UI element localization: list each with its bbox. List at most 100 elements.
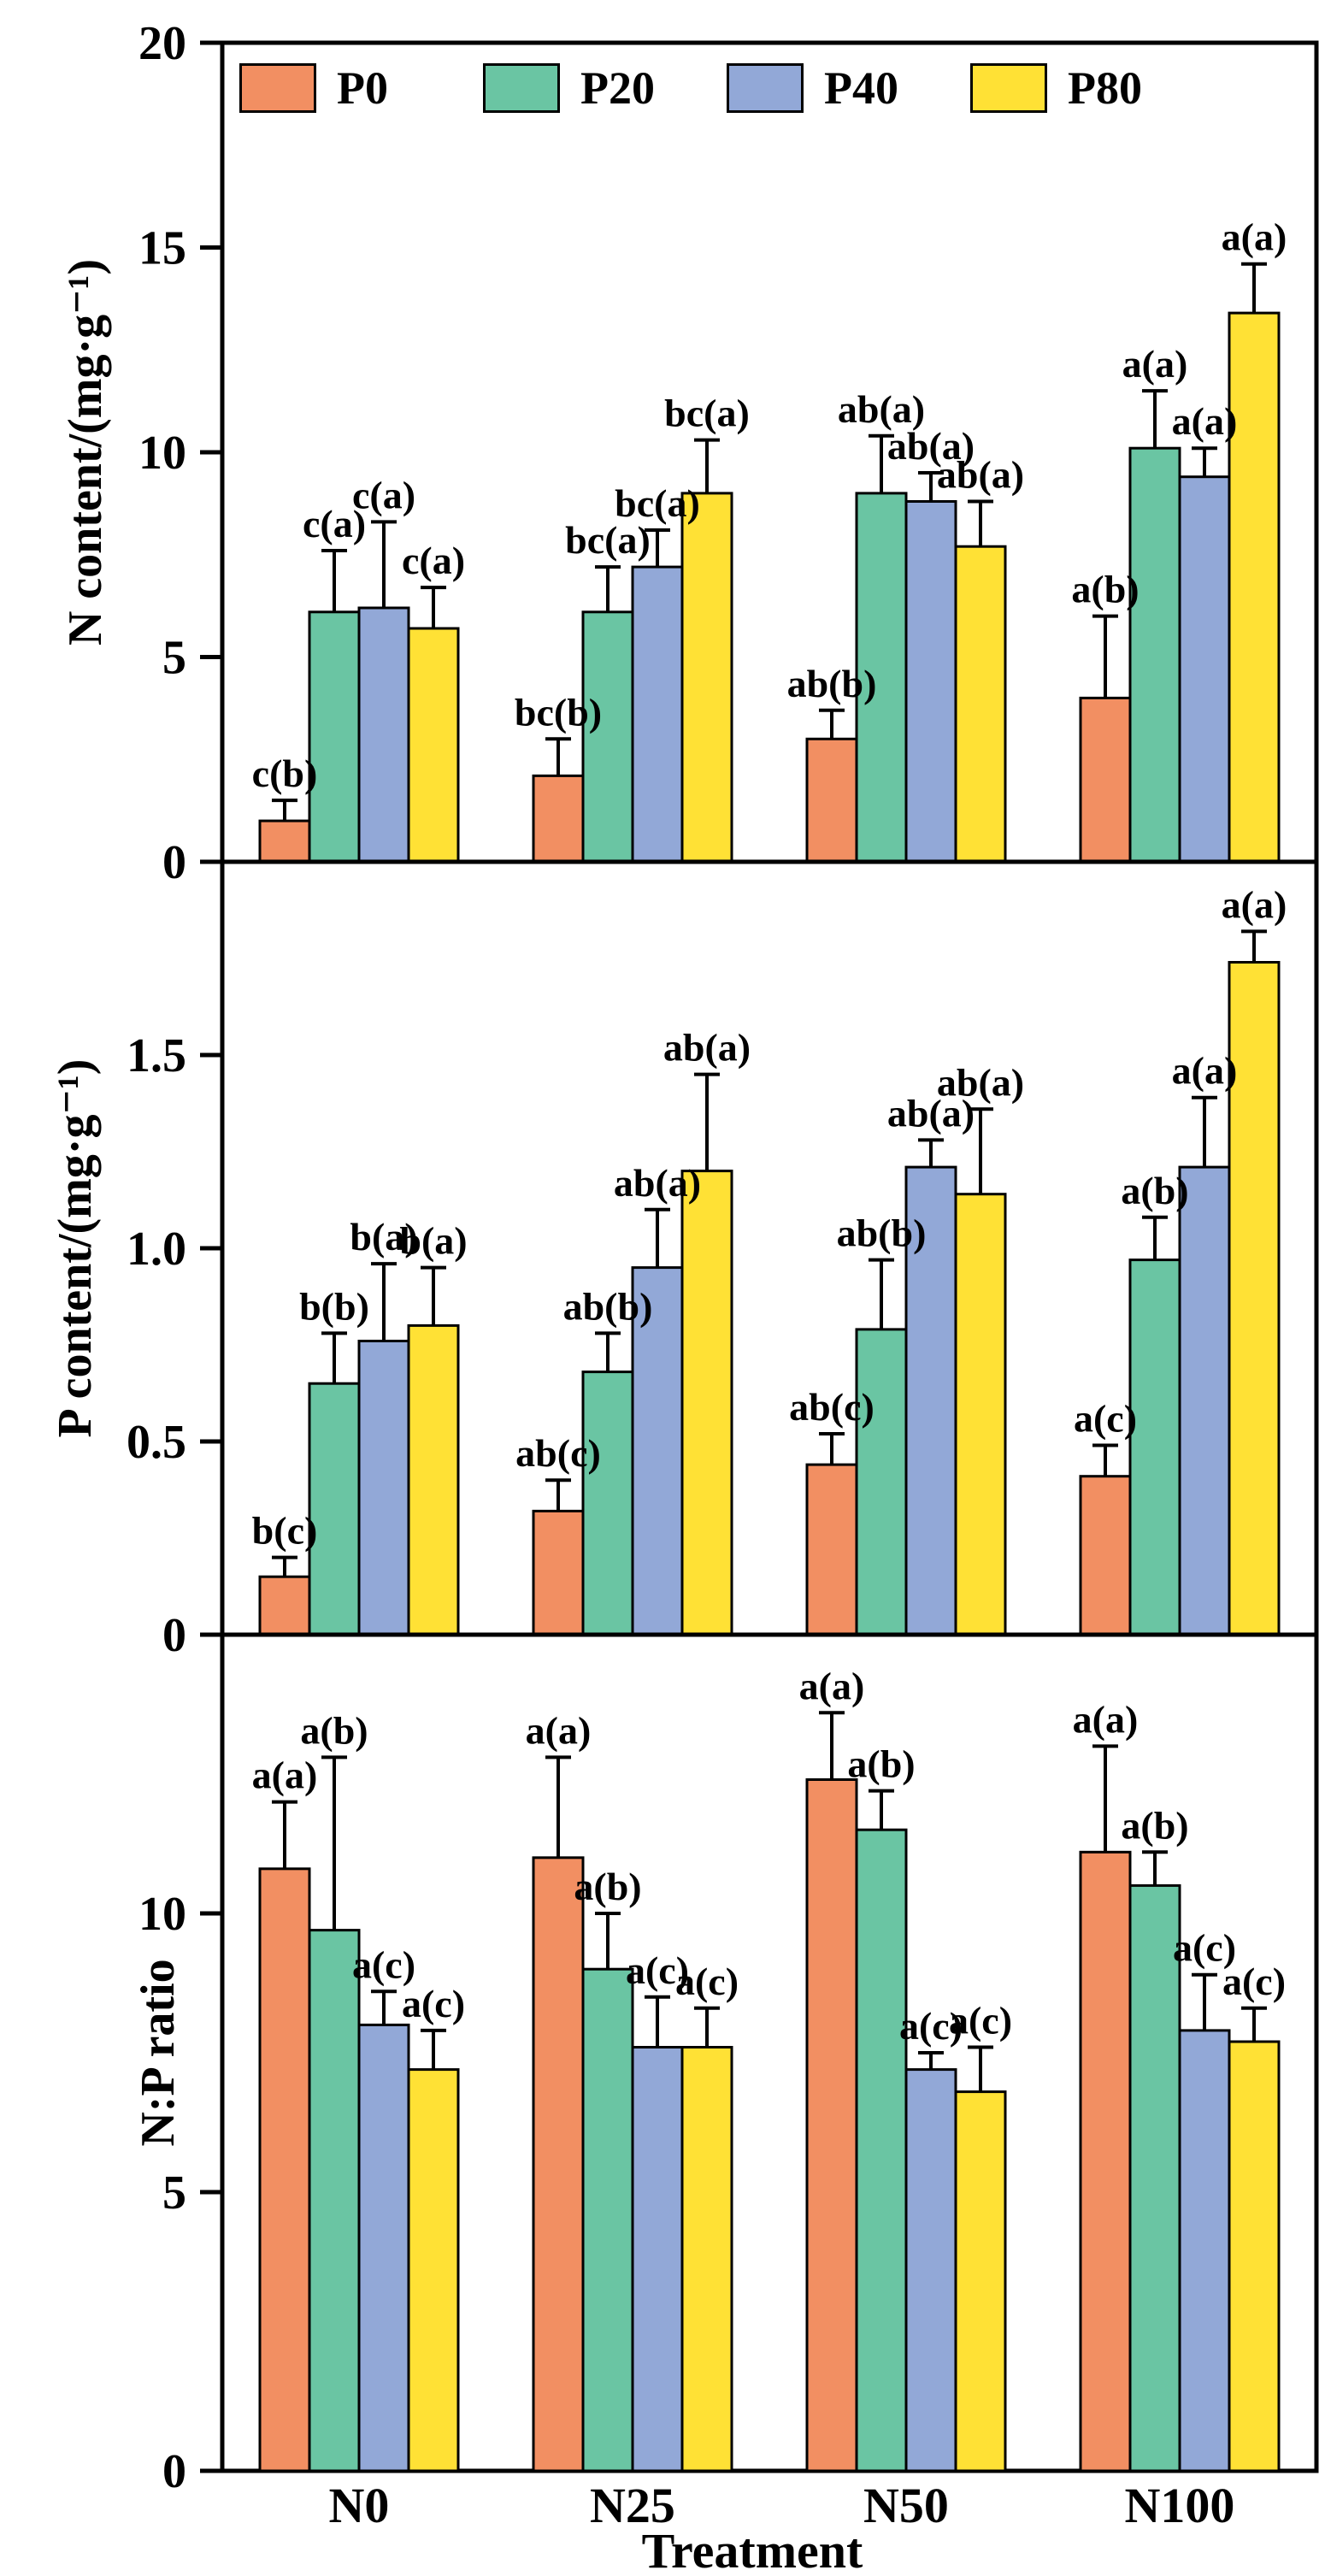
sig-label-P80-N100: a(c) — [1222, 1960, 1286, 2003]
legend-label-p80: P80 — [1068, 62, 1142, 114]
bar-P80-N100 — [1228, 961, 1281, 1636]
bar-P20-N25 — [581, 610, 634, 864]
panel-1-ytick-label: 1.5 — [127, 1029, 186, 1082]
bar-P40-N50 — [904, 1165, 957, 1636]
sig-label-P40-N0: c(a) — [352, 473, 415, 516]
sig-label-P20-N25: a(b) — [574, 1865, 641, 1908]
sig-label-P20-N50: ab(a) — [838, 387, 925, 431]
bar-P0-N25 — [532, 1509, 585, 1636]
sig-label-P80-N0: b(a) — [399, 1219, 467, 1263]
sig-label-P40-N100: a(a) — [1172, 399, 1238, 443]
sig-label-P0-N50: ab(b) — [787, 662, 877, 705]
bar-P80-N100 — [1228, 311, 1281, 864]
legend-item-p80: P80 — [970, 62, 1142, 115]
panel-0-ytick-label: 0 — [162, 836, 186, 889]
bar-P40-N25 — [631, 2046, 684, 2473]
sig-label-P20-N25: ab(b) — [563, 1284, 653, 1328]
bar-P80-N25 — [680, 1170, 733, 1636]
bar-P40-N0 — [357, 2023, 410, 2473]
sig-label-P20-N0: c(a) — [303, 502, 366, 545]
x-category-label-N100: N100 — [1125, 2478, 1235, 2533]
sig-label-P20-N100: a(b) — [1121, 1803, 1188, 1847]
sig-label-P40-N50: a(c) — [899, 2004, 963, 2048]
bar-P0-N25 — [532, 1856, 585, 2473]
sig-label-P80-N0: a(c) — [402, 1982, 465, 2025]
chart-legend: P0 P20 P40 P80 — [0, 62, 1325, 121]
bar-P0-N0 — [258, 1575, 311, 1636]
legend-item-p0: P0 — [239, 62, 388, 115]
x-category-label-N50: N50 — [863, 2478, 949, 2533]
bar-P80-N0 — [407, 2068, 460, 2473]
panel-0-ytick-label: 5 — [162, 632, 186, 685]
bar-P80-N0 — [407, 627, 460, 864]
sig-label-P0-N50: a(a) — [799, 1664, 865, 1707]
legend-swatch-p20-icon — [483, 63, 560, 113]
sig-label-P40-N25: bc(a) — [615, 481, 700, 525]
legend-swatch-p0-icon — [239, 63, 316, 113]
y-axis-title-p-content: P content/(mg·g⁻¹) — [49, 1058, 102, 1438]
sig-label-P20-N100: a(a) — [1122, 342, 1188, 386]
sig-label-P0-N0: a(a) — [252, 1754, 318, 1797]
bar-P0-N0 — [258, 819, 311, 864]
bar-P80-N50 — [954, 1193, 1007, 1636]
bar-P80-N50 — [954, 2090, 1007, 2473]
bar-P40-N0 — [357, 606, 410, 864]
bar-P20-N100 — [1128, 1259, 1181, 1636]
y-axis-title-n-content: N content/(mg·g⁻¹) — [59, 258, 112, 646]
bar-P20-N25 — [581, 1371, 634, 1636]
sig-label-P20-N0: b(b) — [299, 1284, 369, 1328]
bar-P0-N50 — [805, 737, 858, 864]
sig-label-P0-N100: a(b) — [1071, 568, 1139, 611]
sig-label-P80-N100: a(a) — [1222, 882, 1287, 926]
sig-label-P0-N25: bc(b) — [515, 690, 602, 734]
bar-P40-N50 — [904, 2068, 957, 2473]
sig-label-P20-N50: a(b) — [847, 1742, 915, 1786]
bar-P40-N100 — [1178, 2029, 1231, 2473]
sig-label-P40-N0: a(c) — [352, 1942, 415, 1986]
bar-P20-N50 — [855, 1328, 908, 1636]
bar-P40-N100 — [1178, 1165, 1231, 1636]
legend-label-p0: P0 — [337, 62, 388, 114]
bar-P0-N25 — [532, 774, 585, 864]
x-category-label-N25: N25 — [590, 2478, 675, 2533]
x-axis-title: Treatment — [641, 2523, 863, 2576]
bar-P20-N50 — [855, 1828, 908, 2473]
bar-P40-N25 — [631, 565, 684, 864]
bar-P20-N100 — [1128, 446, 1181, 864]
panel-1-ytick-label: 1.0 — [127, 1223, 186, 1276]
sig-label-P0-N100: a(c) — [1074, 1397, 1137, 1441]
sig-label-P0-N50: ab(c) — [789, 1385, 874, 1429]
bar-P80-N25 — [680, 2046, 733, 2473]
sig-label-P40-N25: a(c) — [626, 1948, 689, 1992]
panel-0-ytick-label: 15 — [138, 222, 186, 275]
legend-item-p40: P40 — [727, 62, 898, 115]
bar-P0-N100 — [1079, 696, 1132, 864]
bar-P80-N0 — [407, 1323, 460, 1636]
sig-label-P80-N25: ab(a) — [663, 1026, 751, 1070]
panel-2-ytick-label: 0 — [162, 2445, 186, 2498]
sig-label-P40-N100: a(a) — [1172, 1049, 1238, 1093]
x-category-label-N0: N0 — [329, 2478, 390, 2533]
sig-label-P20-N0: a(b) — [300, 1708, 368, 1752]
legend-item-p20: P20 — [483, 62, 655, 115]
bar-P40-N100 — [1178, 475, 1231, 864]
sig-label-P0-N25: a(a) — [526, 1708, 592, 1752]
bar-P40-N0 — [357, 1340, 410, 1636]
legend-label-p40: P40 — [824, 62, 898, 114]
sig-label-P80-N50: ab(a) — [937, 453, 1024, 497]
bar-P0-N50 — [805, 1778, 858, 2473]
sig-label-P80-N25: bc(a) — [664, 392, 750, 435]
sig-label-P20-N100: a(b) — [1121, 1169, 1188, 1212]
bar-P80-N100 — [1228, 2040, 1281, 2473]
sig-label-P80-N25: a(c) — [675, 1960, 739, 2003]
panel-0-ytick-label: 10 — [138, 427, 186, 480]
bar-P20-N0 — [308, 1929, 361, 2473]
sig-label-P80-N50: a(c) — [949, 1999, 1012, 2043]
panel-2-ytick-label: 5 — [162, 2166, 186, 2219]
sig-label-P20-N25: bc(a) — [565, 518, 651, 562]
y-axis-title-np-ratio: N:P ratio — [132, 1959, 185, 2147]
sig-label-P40-N100: a(c) — [1173, 1926, 1236, 1970]
bar-P80-N25 — [680, 492, 733, 864]
panel-1-ytick-label: 0.5 — [127, 1416, 186, 1469]
